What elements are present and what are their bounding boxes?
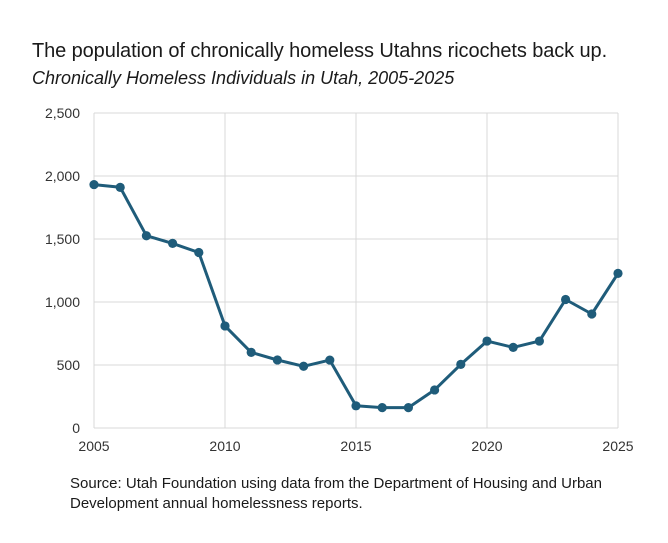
x-tick-label: 2020 [471, 438, 502, 454]
data-point [508, 342, 518, 352]
chart-subtitle: Chronically Homeless Individuals in Utah… [32, 68, 455, 88]
data-point [325, 355, 335, 365]
data-point [168, 238, 178, 249]
data-point [456, 359, 466, 369]
x-tick-label: 2025 [602, 438, 633, 454]
data-point [246, 347, 256, 357]
source-note: Source: Utah Foundation using data from … [70, 475, 602, 512]
data-point [141, 231, 151, 241]
data-point [613, 268, 623, 278]
series-layer [89, 179, 623, 413]
data-point [220, 321, 230, 331]
y-tick-label: 1,500 [45, 231, 80, 247]
data-point [403, 402, 413, 413]
data-point [377, 402, 387, 413]
data-point [89, 179, 99, 190]
data-point [299, 361, 309, 371]
line-chart: 0 500 1,000 1,500 2,000 2,500 2005 2010 2015 2020… [45, 105, 634, 454]
data-point [194, 247, 204, 258]
data-point [561, 294, 571, 305]
x-tick-label: 2010 [209, 438, 240, 454]
chart-title: The population of chronically homeless U… [32, 40, 608, 62]
data-point [587, 309, 597, 319]
y-tick-label: 2,500 [45, 105, 80, 121]
y-tick-label: 2,000 [45, 168, 80, 184]
data-point [272, 355, 282, 365]
data-point [534, 336, 545, 346]
x-tick-label: 2005 [78, 438, 109, 454]
x-tick-label: 2015 [340, 438, 371, 454]
y-tick-label: 500 [57, 357, 81, 373]
data-point [351, 401, 361, 411]
grid-layer [93, 112, 619, 429]
y-tick-label: 0 [72, 420, 80, 436]
data-point [430, 385, 440, 395]
y-tick-label: 1,000 [45, 294, 80, 310]
axis-layer: 0 500 1,000 1,500 2,000 2,500 2005 2010 2015 2020… [45, 105, 634, 454]
data-point [482, 336, 492, 346]
data-point [115, 182, 125, 192]
